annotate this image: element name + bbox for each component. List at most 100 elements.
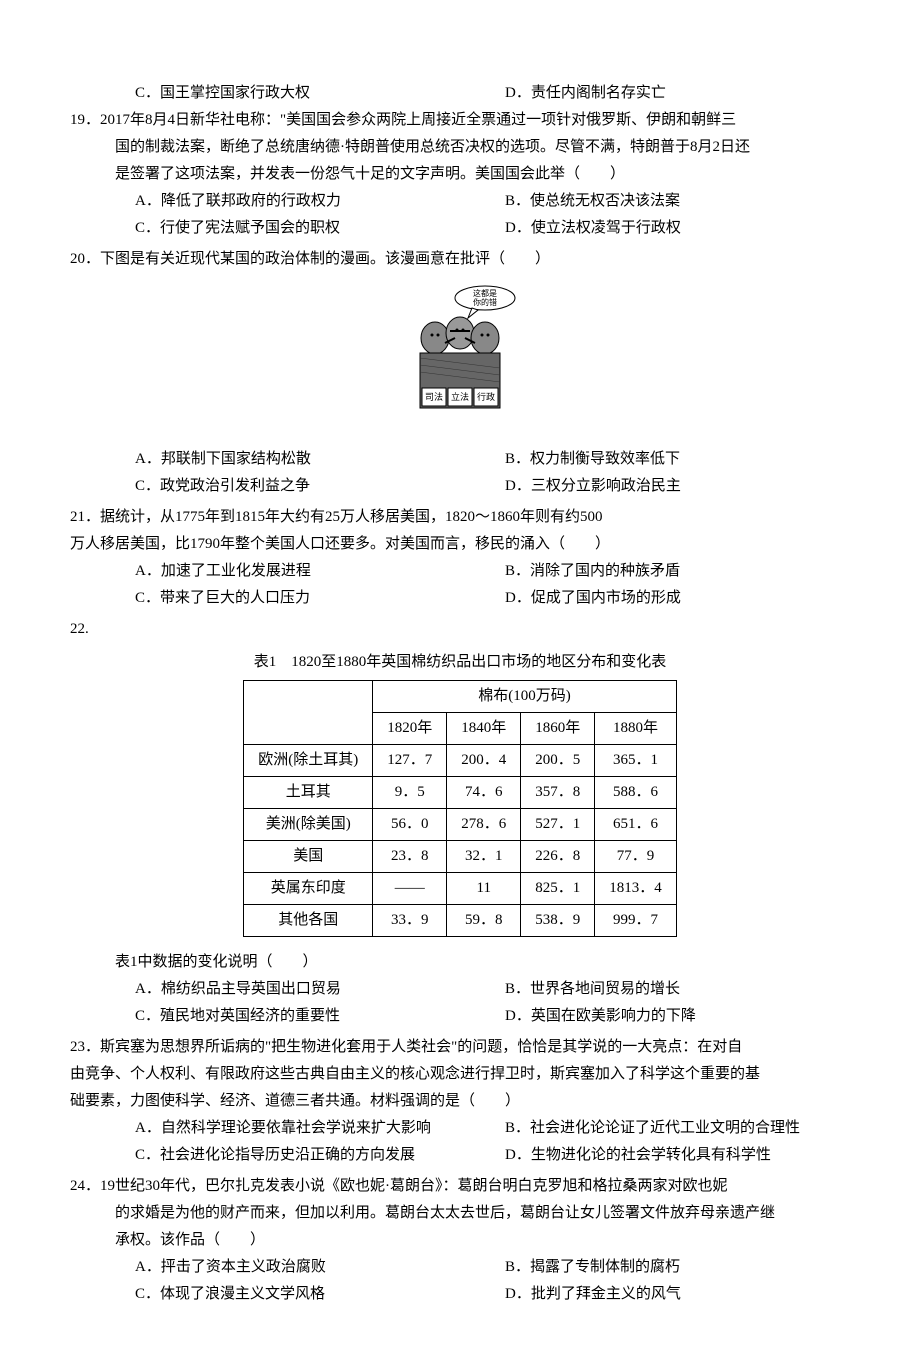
q21-line1: 据统计，从1775年到1815年大约有25万人移居美国，1820～1860年则有… — [100, 509, 603, 525]
table-corner-cell — [244, 681, 373, 745]
table-cell: 825．1 — [521, 873, 595, 905]
table-row: 美国 23．8 32．1 226．8 77．9 — [244, 841, 677, 873]
q24-line2: 的求婚是为他的财产而来，但加以利用。葛朗台太太去世后，葛朗台让女儿签署文件放弃母… — [70, 1200, 850, 1227]
table-cell: 527．1 — [521, 809, 595, 841]
cartoon-bubble-line1: 这都是 — [473, 288, 497, 298]
q22-opt-d: D．英国在欧美影响力的下降 — [505, 1003, 850, 1030]
q19-opt-a: A．降低了联邦政府的行政权力 — [135, 188, 505, 215]
q21-options-row2: C．带来了巨大的人口压力 D．促成了国内市场的形成 — [70, 585, 850, 612]
q23-opt-a: A．自然科学理论要依靠社会学说来扩大影响 — [135, 1115, 505, 1142]
q21-options-row1: A．加速了工业化发展进程 B．消除了国内的种族矛盾 — [70, 558, 850, 585]
q22-opt-a: A．棉纺织品主导英国出口贸易 — [135, 976, 505, 1003]
q20-opt-b: B．权力制衡导致效率低下 — [505, 446, 850, 473]
table-cell: 278．6 — [447, 809, 521, 841]
q22-options-row2: C．殖民地对英国经济的重要性 D．英国在欧美影响力的下降 — [70, 1003, 850, 1030]
table-cell: 651．6 — [595, 809, 677, 841]
q22-number: 22. — [70, 616, 850, 643]
table-cell: 1813．4 — [595, 873, 677, 905]
q21-opt-a: A．加速了工业化发展进程 — [135, 558, 505, 585]
q23-options-row2: C．社会进化论指导历史沿正确的方向发展 D．生物进化论的社会学转化具有科学性 — [70, 1142, 850, 1169]
q21-opt-d: D．促成了国内市场的形成 — [505, 585, 850, 612]
q24-opt-c: C．体现了浪漫主义文学风格 — [135, 1281, 505, 1308]
q24-line3: 承权。该作品（ ） — [70, 1227, 850, 1254]
table-row-label: 其他各国 — [244, 905, 373, 937]
q19-opt-b: B．使总统无权否决该法案 — [505, 188, 850, 215]
q23-number: 23． — [70, 1039, 100, 1055]
q20-opt-d: D．三权分立影响政治民主 — [505, 473, 850, 500]
q19-number: 19． — [70, 112, 100, 128]
table-row: 英属东印度 —— 11 825．1 1813．4 — [244, 873, 677, 905]
q18-options: C．国王掌控国家行政大权 D．责任内阁制名存实亡 — [70, 80, 850, 107]
table-row-label: 欧洲(除土耳其) — [244, 745, 373, 777]
table-row-label: 美国 — [244, 841, 373, 873]
q24-number: 24． — [70, 1178, 100, 1194]
table-cell: 74．6 — [447, 777, 521, 809]
q24-opt-a: A．抨击了资本主义政治腐败 — [135, 1254, 505, 1281]
q20-options-row1: A．邦联制下国家结构松散 B．权力制衡导致效率低下 — [70, 446, 850, 473]
table-row: 其他各国 33．9 59．8 538．9 999．7 — [244, 905, 677, 937]
table-row-label: 英属东印度 — [244, 873, 373, 905]
table-header-group: 棉布(100万码) — [373, 681, 677, 713]
table-cell: 127．7 — [373, 745, 447, 777]
q24-options-row2: C．体现了浪漫主义文学风格 D．批判了拜金主义的风气 — [70, 1281, 850, 1308]
q22-options-row1: A．棉纺织品主导英国出口贸易 B．世界各地间贸易的增长 — [70, 976, 850, 1003]
table-col-1860: 1860年 — [521, 713, 595, 745]
q20-stem: 20．下图是有关近现代某国的政治体制的漫画。该漫画意在批评（ ） — [70, 246, 850, 273]
q23-options-row1: A．自然科学理论要依靠社会学说来扩大影响 B．社会进化论论证了近代工业文明的合理… — [70, 1115, 850, 1142]
table-cell: 59．8 — [447, 905, 521, 937]
q21-line2: 万人移居美国，比1790年整个美国人口还要多。对美国而言，移民的涌入（ ） — [70, 531, 850, 558]
q22-table: 棉布(100万码) 1820年 1840年 1860年 1880年 欧洲(除土耳… — [243, 680, 677, 937]
table-row: 美洲(除美国) 56．0 278．6 527．1 651．6 — [244, 809, 677, 841]
q19-opt-d: D．使立法权凌驾于行政权 — [505, 215, 850, 242]
cartoon-svg: 这都是 你的错 — [400, 283, 520, 428]
q19-line1: 2017年8月4日新华社电称："美国国会参众两院上周接近全票通过一项针对俄罗斯、… — [100, 112, 736, 128]
table-cell: 77．9 — [595, 841, 677, 873]
table-cell: 588．6 — [595, 777, 677, 809]
q21-number: 21． — [70, 509, 100, 525]
q24-opt-d: D．批判了拜金主义的风气 — [505, 1281, 850, 1308]
q23-opt-c: C．社会进化论指导历史沿正确的方向发展 — [135, 1142, 505, 1169]
cartoon-bubble-line2: 你的错 — [473, 297, 497, 307]
q20-cartoon: 这都是 你的错 — [70, 283, 850, 438]
q22-question-text: 表1中数据的变化说明（ ） — [70, 949, 850, 976]
question-24: 24．19世纪30年代，巴尔扎克发表小说《欧也妮·葛朗台》：葛朗台明白克罗旭和格… — [70, 1173, 850, 1308]
question-23: 23．斯宾塞为思想界所诟病的"把生物进化套用于人类社会"的问题，恰恰是其学说的一… — [70, 1034, 850, 1169]
table-cell: 56．0 — [373, 809, 447, 841]
cartoon-label-3: 行政 — [477, 391, 495, 402]
table-cell: 365．1 — [595, 745, 677, 777]
q22-opt-c: C．殖民地对英国经济的重要性 — [135, 1003, 505, 1030]
q24-options-row1: A．抨击了资本主义政治腐败 B．揭露了专制体制的腐朽 — [70, 1254, 850, 1281]
table-row: 欧洲(除土耳其) 127．7 200．4 200．5 365．1 — [244, 745, 677, 777]
table-cell: 538．9 — [521, 905, 595, 937]
table-col-1820: 1820年 — [373, 713, 447, 745]
table-row: 土耳其 9．5 74．6 357．8 588．6 — [244, 777, 677, 809]
q19-options-row2: C．行使了宪法赋予国会的职权 D．使立法权凌驾于行政权 — [70, 215, 850, 242]
question-22: 22. 表1 1820至1880年英国棉纺织品出口市场的地区分布和变化表 棉布(… — [70, 616, 850, 1030]
q20-opt-c: C．政党政治引发利益之争 — [135, 473, 505, 500]
table-row-label: 土耳其 — [244, 777, 373, 809]
table-header-row1: 棉布(100万码) — [244, 681, 677, 713]
q23-line2: 由竞争、个人权利、有限政府这些古典自由主义的核心观念进行捍卫时，斯宾塞加入了科学… — [70, 1061, 850, 1088]
table-cell: 9．5 — [373, 777, 447, 809]
q24-stem: 24．19世纪30年代，巴尔扎克发表小说《欧也妮·葛朗台》：葛朗台明白克罗旭和格… — [70, 1173, 850, 1200]
cartoon-label-1: 司法 — [425, 391, 443, 402]
table-cell: 200．4 — [447, 745, 521, 777]
cartoon-label-2: 立法 — [451, 391, 469, 402]
q21-opt-c: C．带来了巨大的人口压力 — [135, 585, 505, 612]
q24-line1: 19世纪30年代，巴尔扎克发表小说《欧也妮·葛朗台》：葛朗台明白克罗旭和格拉桑两… — [100, 1178, 728, 1194]
q21-stem: 21．据统计，从1775年到1815年大约有25万人移居美国，1820～1860… — [70, 504, 850, 531]
q18-opt-d: D．责任内阁制名存实亡 — [505, 80, 850, 107]
q21-opt-b: B．消除了国内的种族矛盾 — [505, 558, 850, 585]
table-cell: 226．8 — [521, 841, 595, 873]
table-row-label: 美洲(除美国) — [244, 809, 373, 841]
cartoon-figures: 司法 立法 行政 — [420, 317, 500, 408]
q19-stem: 19．2017年8月4日新华社电称："美国国会参众两院上周接近全票通过一项针对俄… — [70, 107, 850, 134]
q20-text: 下图是有关近现代某国的政治体制的漫画。该漫画意在批评（ ） — [100, 251, 550, 267]
question-21: 21．据统计，从1775年到1815年大约有25万人移居美国，1820～1860… — [70, 504, 850, 612]
table-cell: 33．9 — [373, 905, 447, 937]
q23-line3: 础要素，力图使科学、经济、道德三者共通。材料强调的是（ ） — [70, 1088, 850, 1115]
question-19: 19．2017年8月4日新华社电称："美国国会参众两院上周接近全票通过一项针对俄… — [70, 107, 850, 242]
q20-options-row2: C．政党政治引发利益之争 D．三权分立影响政治民主 — [70, 473, 850, 500]
table-cell: 200．5 — [521, 745, 595, 777]
q23-opt-d: D．生物进化论的社会学转化具有科学性 — [505, 1142, 850, 1169]
